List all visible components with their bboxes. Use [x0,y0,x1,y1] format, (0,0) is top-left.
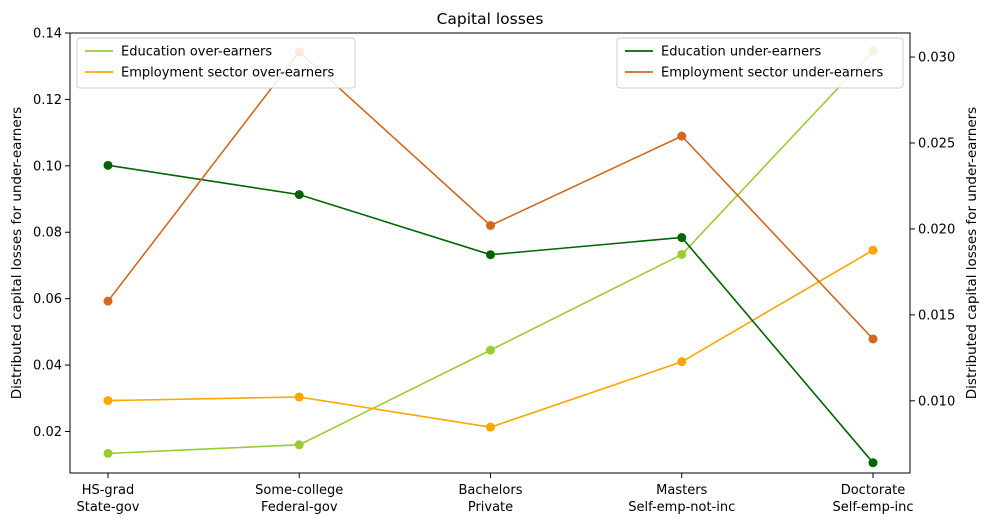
right-y-axis-label: Distributed capital losses for under-ear… [964,107,980,399]
data-point [677,249,687,259]
series-line [107,50,874,340]
data-point [103,396,113,406]
data-point [677,233,687,243]
left-y-tick-label: 0.14 [33,27,62,42]
chart-title: Capital losses [437,10,544,28]
left-y-axis: 0.02 0.04 0.06 0.08 0.10 0.12 0.14 [33,27,70,440]
legend-label: Education over-earners [121,45,272,60]
legend-label: Employment sector over-earners [121,66,334,81]
x-axis: HS-grad State-gov Some-college Federal-gov B… [76,473,914,515]
legend-box [616,37,904,89]
x-tick-label: HS-grad State-gov [76,483,139,515]
right-y-axis: 0.010 0.015 0.020 0.025 0.030 [910,51,955,409]
series-line [107,249,874,429]
left-y-tick-label: 0.06 [33,292,62,307]
left-y-tick-label: 0.02 [33,425,62,440]
data-point [486,422,495,432]
series-lines [103,46,878,468]
data-point [294,392,304,402]
legend-label: Education under-earners [661,45,821,60]
left-y-tick-label: 0.08 [33,226,62,241]
legend-label: Employment sector under-earners [661,66,884,81]
legend-box [76,37,356,89]
data-point [486,250,495,260]
left-y-axis-label: Distributed capital losses for under-ear… [9,107,25,399]
data-point [677,357,687,367]
data-point [294,440,304,450]
data-point [677,131,687,141]
x-tick-label: Bachelors Private [459,483,523,515]
data-point [103,296,113,306]
right-y-tick-label: 0.010 [918,394,955,409]
data-point [868,334,878,344]
right-y-tick-label: 0.025 [918,137,955,152]
series-line [107,164,874,464]
left-y-tick-label: 0.12 [33,93,62,108]
x-tick-label: Masters Self-emp-not-inc [628,483,735,515]
left-y-tick-label: 0.10 [33,159,62,174]
x-tick-label: Doctorate Self-emp-inc [832,483,913,515]
left-y-tick-label: 0.04 [33,359,62,374]
right-y-tick-label: 0.020 [918,222,955,237]
data-point [868,245,878,255]
data-point [486,221,495,230]
data-point [868,458,878,468]
right-y-tick-label: 0.030 [918,51,955,66]
legend-under-earners: Education under-earners Employment sector… [616,37,904,89]
data-point [103,448,113,458]
right-y-tick-label: 0.015 [918,308,955,323]
data-point [486,345,495,355]
data-point [294,190,304,200]
x-tick-label: Some-college Federal-gov [255,483,343,515]
data-point [103,160,113,170]
legend-over-earners: Education over-earners Employment sector … [76,37,356,89]
